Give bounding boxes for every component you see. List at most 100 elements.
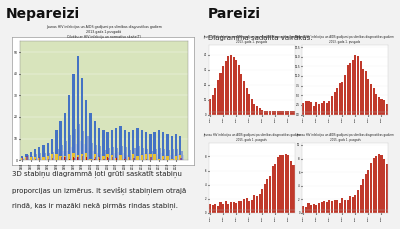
Bar (138, 147, 140, 160)
Bar (308, 203, 310, 213)
Bar (89, 113, 92, 160)
Bar (264, 184, 266, 213)
Bar (98, 157, 100, 160)
Bar (232, 202, 234, 213)
Bar (290, 161, 292, 213)
Bar (305, 207, 307, 213)
Bar (115, 158, 117, 160)
Bar (141, 130, 143, 160)
Bar (334, 93, 336, 114)
Bar (125, 147, 127, 160)
Bar (214, 204, 216, 213)
Bar (166, 156, 169, 160)
Bar (318, 104, 320, 114)
Bar (209, 99, 211, 114)
Bar (36, 158, 38, 160)
Bar (129, 150, 131, 160)
Bar (305, 101, 307, 114)
Bar (53, 155, 55, 160)
Bar (328, 101, 330, 114)
Bar (222, 204, 224, 213)
Bar (106, 132, 109, 160)
Bar (26, 156, 28, 160)
Bar (378, 154, 380, 213)
Text: Diagramma sadalīta vairākās.: Diagramma sadalīta vairākās. (208, 35, 312, 41)
Bar (172, 149, 174, 160)
Bar (113, 153, 115, 160)
Bar (116, 157, 118, 160)
Bar (99, 159, 100, 160)
Bar (378, 98, 380, 114)
Bar (48, 159, 49, 160)
Bar (94, 159, 95, 160)
Bar (175, 156, 177, 160)
Bar (85, 100, 88, 160)
Bar (124, 130, 126, 160)
Bar (220, 202, 222, 213)
Bar (243, 199, 245, 213)
Bar (48, 153, 50, 160)
Bar (107, 157, 108, 160)
Bar (149, 134, 152, 160)
Bar (292, 111, 294, 114)
Bar (30, 156, 33, 160)
Bar (42, 157, 45, 160)
Bar (282, 155, 284, 213)
Bar (35, 154, 37, 160)
Bar (95, 156, 96, 160)
Bar (66, 151, 68, 160)
Bar (126, 155, 128, 160)
Bar (78, 124, 80, 160)
Bar (354, 195, 356, 213)
Bar (232, 57, 234, 114)
Bar (344, 200, 346, 213)
Bar (108, 154, 111, 160)
Bar (25, 154, 28, 160)
Bar (331, 96, 333, 114)
Bar (26, 155, 29, 160)
Bar (227, 204, 229, 213)
Bar (240, 201, 242, 213)
Bar (145, 155, 147, 160)
Bar (27, 158, 30, 160)
Bar (365, 71, 367, 114)
Bar (62, 151, 64, 160)
Bar (130, 155, 132, 160)
Bar (112, 157, 113, 160)
Bar (357, 56, 359, 114)
Bar (158, 130, 160, 160)
Bar (373, 158, 375, 213)
Bar (170, 159, 173, 160)
Bar (349, 196, 351, 213)
Bar (373, 88, 375, 114)
Bar (173, 155, 175, 160)
Bar (34, 157, 36, 160)
Bar (82, 156, 83, 160)
Bar (246, 87, 248, 114)
Bar (344, 75, 346, 114)
Text: rindā, kas ir mazāki nekā pirmās rindas stabiņi.: rindā, kas ir mazāki nekā pirmās rindas … (12, 203, 178, 210)
Title: Jaunas HIV infekcijas un AIDS gadījumi pa slimības diagnostikas gadiem
2013. gad: Jaunas HIV infekcijas un AIDS gadījumi p… (296, 35, 394, 44)
Bar (256, 106, 258, 114)
Bar (370, 164, 372, 213)
Bar (246, 198, 248, 213)
Title: Jaunas HIV infekcijas un AIDS gadījumi pa slimības diagnostikas gadiem
2013.gada: Jaunas HIV infekcijas un AIDS gadījumi p… (46, 25, 162, 39)
Bar (120, 146, 123, 160)
Bar (136, 128, 139, 160)
Bar (38, 158, 40, 160)
Bar (256, 196, 258, 213)
Bar (73, 129, 76, 160)
Bar (124, 159, 126, 160)
Bar (47, 156, 49, 160)
Bar (76, 56, 79, 160)
Bar (313, 204, 315, 213)
Bar (92, 151, 94, 160)
Bar (83, 144, 85, 160)
Bar (370, 84, 372, 114)
Bar (103, 150, 106, 160)
Bar (280, 111, 282, 114)
Bar (167, 150, 170, 160)
Bar (90, 143, 93, 160)
Bar (162, 132, 164, 160)
Bar (65, 157, 66, 160)
